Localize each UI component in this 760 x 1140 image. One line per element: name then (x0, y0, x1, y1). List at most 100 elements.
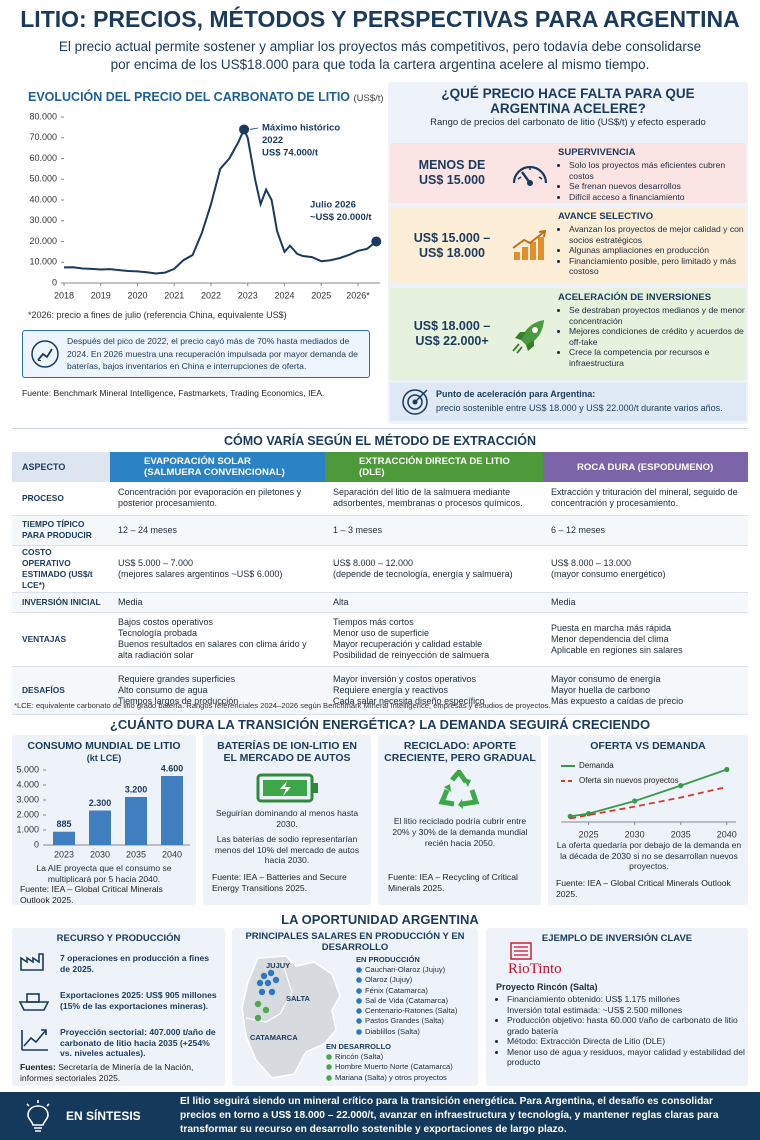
tier-range: US$ 18.000 – US$ 22.000+ (413, 319, 491, 348)
rect-shape (510, 942, 532, 960)
icon-shape (514, 251, 520, 260)
row-label: TIEMPO TÍPICO PARA PRODUCIR (12, 515, 110, 546)
table-row: VENTAJAS Bajos costos operativos Tecnolog… (12, 612, 748, 667)
value-label: 4.600 (161, 763, 184, 773)
icon-shape (538, 229, 547, 237)
x-tick-label: 2022 (201, 290, 221, 300)
bullet: Menor uso de agua y residuos, mayor cali… (507, 1047, 747, 1068)
legend-label: Oferta sin nuevos proyectos (579, 776, 679, 785)
row-label: VENTAJAS (12, 612, 110, 667)
x-tick-label: 2030 (625, 829, 645, 839)
salar-item: Pastos Grandes (Salta) (356, 1016, 476, 1027)
acceleration-text: precio sostenible entre US$ 18.000 y US$… (436, 403, 723, 413)
acceleration-label: Punto de aceleración para Argentina: (436, 389, 596, 399)
source: Fuente: IEA – Recycling of Critical Mine… (388, 872, 518, 893)
panel (12, 928, 225, 1086)
note-text: Después del pico de 2022, el precio cayó… (67, 336, 358, 371)
investment-list: Financiamiento obtenido: US$ 1.175 millo… (496, 994, 747, 1068)
icon-shape (512, 229, 547, 260)
salar-item: Cauchari-Olaroz (Jujuy) (356, 965, 476, 976)
tier-icon (510, 318, 550, 359)
value-label: 3.200 (125, 784, 148, 794)
bullet: Difícil acceso a financiamiento (569, 192, 751, 203)
tier-icon (510, 157, 550, 192)
annotation: ~US$ 20.000/t (310, 212, 372, 223)
annotation-leader (249, 127, 259, 130)
y-tick-label: 0 (34, 839, 39, 849)
source: Fuente: Benchmark Mineral Intelligence, … (22, 388, 325, 398)
row-label: DESAFÍOS (12, 666, 110, 715)
path-shape (241, 955, 341, 1079)
bullet: Avanzan los proyectos de mejor calidad y… (569, 224, 751, 245)
y-tick-label: 3.000 (16, 794, 39, 804)
section-title: ¿CUÁNTO DURA LA TRANSICIÓN ENERGÉTICA? L… (109, 717, 651, 732)
bullet: Método: Extracción Directa de Litio (DLE… (507, 1036, 747, 1047)
resource-icons (18, 953, 50, 1051)
bar (53, 831, 75, 845)
source-wrap: Fuentes: Secretaría de Minería de la Nac… (20, 1062, 220, 1083)
table-cell: US$ 5.000 – 7.000 (mejores salares argen… (110, 545, 325, 593)
circle-shape (272, 976, 280, 984)
x-tick-label: 2035 (126, 849, 146, 859)
icon-shape (517, 167, 543, 180)
line (570, 786, 727, 820)
path-shape (444, 784, 451, 792)
circle-shape (31, 340, 59, 368)
x-tick-label: 2025 (579, 829, 599, 839)
path-shape (34, 1127, 42, 1132)
table-row: DESAFÍOS Requiere grandes superficies Alt… (12, 666, 748, 715)
header-cell: ROCA DURA (ESPODUMENO) (543, 452, 748, 482)
x-tick-label: 2025 (311, 290, 331, 300)
highlight-point (239, 124, 250, 135)
path-shape (41, 1029, 47, 1035)
bulb-icon (26, 1100, 50, 1132)
production-list: Cauchari-Olaroz (Jujuy) Olaroz (Jujuy) Fén… (356, 965, 476, 1038)
bar (125, 797, 147, 845)
table-row: PROCESO Concentración por evaporación en … (12, 482, 748, 516)
circle-shape (254, 1000, 262, 1008)
tier-icon (510, 229, 550, 267)
path-shape (514, 946, 528, 956)
divider (12, 428, 748, 429)
map-label: JUJUY (266, 961, 291, 970)
salar-item: Mariana (Salta) y otros proyectos (326, 1072, 476, 1083)
note-box: Después del pico de 2022, el precio cayó… (22, 330, 370, 378)
path-shape (458, 799, 463, 809)
g-shape (444, 778, 471, 809)
marker (724, 766, 730, 773)
circle-shape (260, 972, 268, 980)
circle-shape (267, 969, 275, 977)
bullet: Financiamiento obtenido: US$ 1.175 millo… (507, 994, 747, 1015)
table-cell: Extracción y trituración del mineral, se… (543, 482, 748, 516)
section-title: CÓMO VARÍA SEGÚN EL MÉTODO DE EXTRACCIÓN (223, 434, 537, 448)
table-cell: US$ 8.000 – 13.000 (mayor consumo energé… (543, 545, 748, 593)
source: Secretaría de Minería de la Nación, info… (20, 1062, 194, 1083)
recycle-icon (438, 770, 480, 809)
bullet: Se destraban proyectos medianos y de men… (569, 305, 751, 326)
icon-shape (514, 236, 544, 260)
annotation: Máximo histórico (262, 123, 340, 134)
panel-title: OFERTA VS DEMANDA (590, 740, 706, 752)
icon-shape (512, 165, 548, 186)
x-tick-label: 2040 (162, 849, 182, 859)
tier: US$ 18.000 – US$ 22.000+ ACELERACIÓN DE I… (390, 288, 746, 380)
x-tick-label: 2019 (91, 290, 111, 300)
footnote: *2026: precio a fines de julio (referenc… (28, 310, 287, 320)
rect-shape (26, 993, 40, 1003)
circle-shape (256, 979, 264, 987)
path-shape (37, 348, 53, 361)
icon-shape (512, 230, 545, 249)
circle-shape (262, 1006, 270, 1014)
tier-bullets: Avanzan los proyectos de mejor calidad y… (558, 224, 751, 277)
circle-shape (264, 979, 272, 987)
g-shape (254, 1000, 270, 1022)
y-tick-label: 60.000 (29, 153, 57, 163)
icon-shape (538, 236, 544, 260)
list-title: EN PRODUCCIÓN (356, 955, 420, 964)
bullet: Solo los proyectos más eficientes cubren… (569, 160, 751, 181)
source-label: Fuentes: (20, 1062, 56, 1072)
table-cell: Media (543, 592, 748, 613)
table-cell: Mayor inversión y costos operativos Requ… (325, 666, 543, 715)
